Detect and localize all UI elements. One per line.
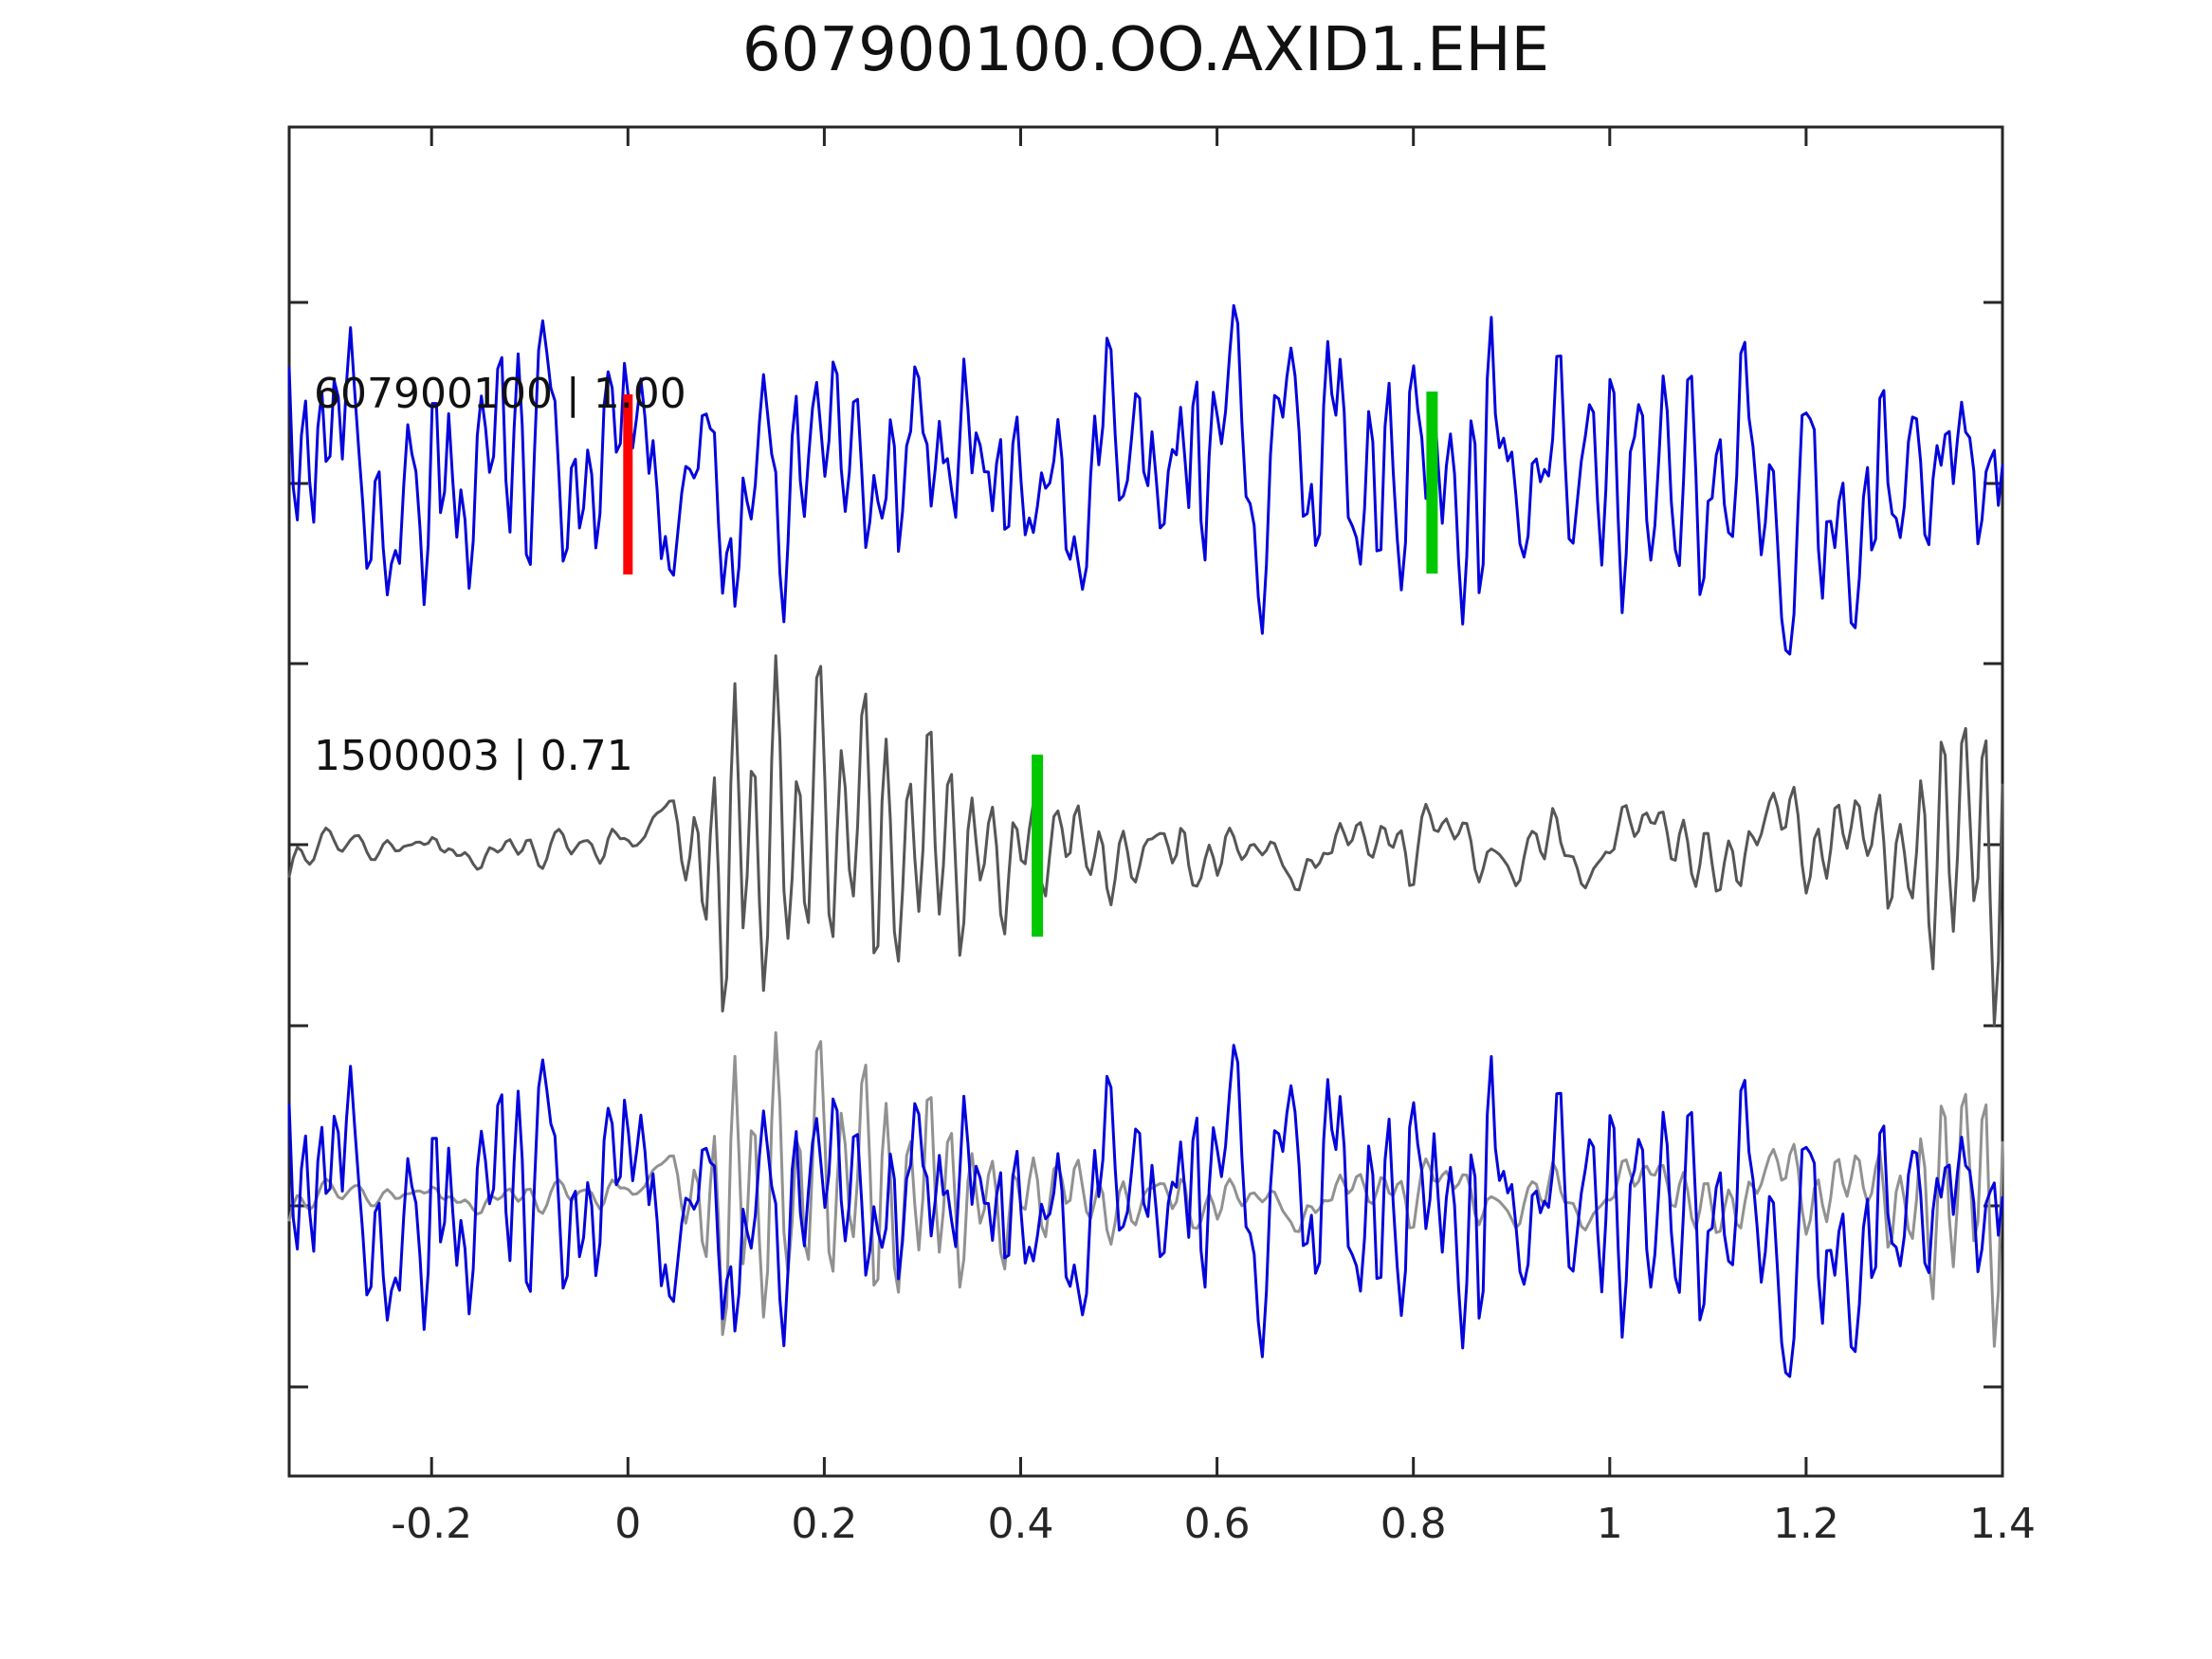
detection-pick-marker: [1032, 755, 1044, 937]
waveform-overlay-template: [287, 1044, 2004, 1378]
x-tick-label: 1.2: [1772, 1500, 1839, 1548]
x-tick-label: 1: [1596, 1500, 1623, 1548]
x-tick-label: 1.4: [1969, 1500, 2036, 1548]
x-tick-label: 0: [614, 1500, 642, 1548]
waveform-template: [287, 303, 2004, 656]
x-tick-label: 0.8: [1380, 1500, 1447, 1548]
waveform-detection: [287, 654, 2004, 1027]
x-tick-label: 0.6: [1183, 1500, 1251, 1548]
plot-border: [287, 125, 2004, 1478]
x-tick-label: 0.4: [987, 1500, 1054, 1548]
plot-title: 607900100.OO.AXID1.EHE: [741, 15, 1550, 85]
template-origin-pick-marker: [623, 394, 633, 574]
x-tick-label: -0.2: [391, 1500, 473, 1548]
x-tick-label: 0.2: [791, 1500, 858, 1548]
template-trace-label: 607900100 | 1.00: [314, 370, 686, 418]
detection-pick-marker: [1426, 392, 1438, 574]
detection-trace-label: 1500003 | 0.71: [314, 732, 633, 780]
